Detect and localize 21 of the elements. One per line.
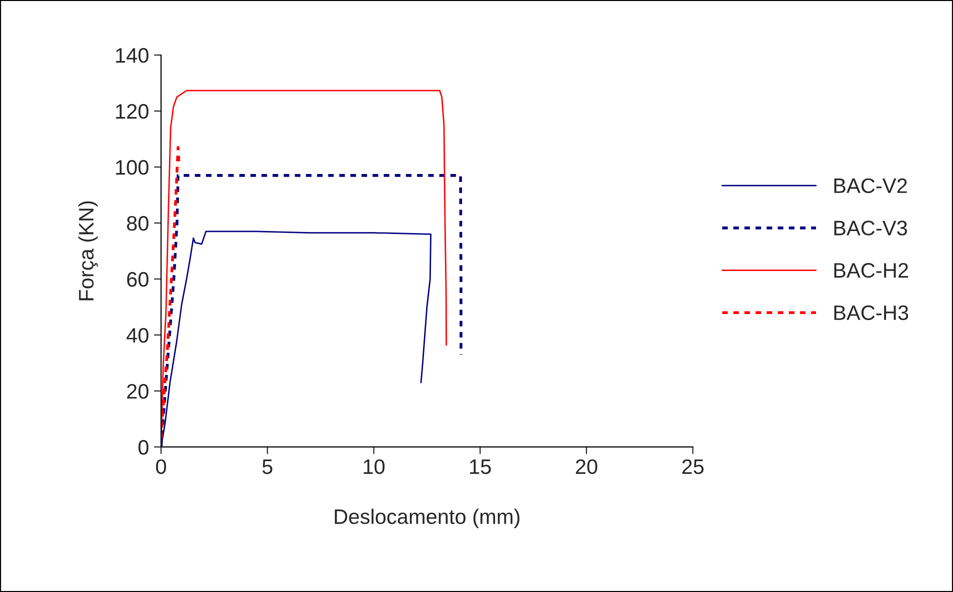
y-tick-label: 60 [127,272,148,287]
x-tick-label: 20 [576,459,598,474]
y-tick-label: 100 [116,160,148,175]
line-series [161,90,447,447]
x-axis-title: Deslocamento (mm) [334,508,520,528]
y-tick-label: 120 [116,104,148,119]
y-tick-label: 140 [116,48,148,63]
x-tick-label: 0 [156,459,166,474]
x-tick-label: 10 [364,459,385,474]
legend-label: BAC-H2 [834,263,908,278]
x-tick-label: 15 [470,460,491,474]
y-axis-title: Força (KN) [78,201,98,300]
legend-label: BAC-V3 [834,220,907,236]
legend-label: BAC-V2 [834,178,907,194]
y-tick-label: 0 [138,440,148,455]
y-tick-label: 80 [126,216,148,231]
legend-label: BAC-H3 [834,305,908,320]
x-tick-label: 25 [682,459,704,474]
y-tick-label: 40 [126,328,148,343]
x-tick-label: 5 [262,460,272,474]
y-tick-label: 20 [127,384,148,399]
